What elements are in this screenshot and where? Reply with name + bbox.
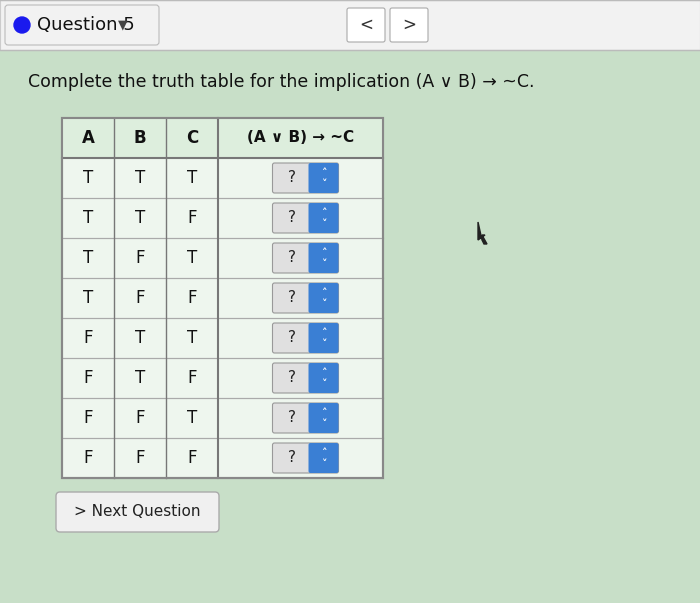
Text: ˅: ˅ [321,178,326,189]
Bar [62,118,383,158]
FancyBboxPatch shape [272,403,339,433]
Bar [62,118,383,478]
Text: T: T [187,409,197,427]
Text: T: T [83,169,93,187]
Text: ?: ? [288,291,295,306]
Text: T: T [83,209,93,227]
FancyBboxPatch shape [309,323,339,353]
FancyBboxPatch shape [309,243,339,273]
Text: F: F [188,449,197,467]
Text: ▼: ▼ [118,19,128,31]
Text: Complete the truth table for the implication (A ∨ B) → ~C.: Complete the truth table for the implica… [28,73,535,91]
FancyBboxPatch shape [347,8,385,42]
Text: ˅: ˅ [321,298,326,309]
Text: ?: ? [288,450,295,466]
Text: Question 5: Question 5 [37,16,134,34]
Text: ˅: ˅ [321,339,326,349]
FancyBboxPatch shape [309,443,339,473]
FancyBboxPatch shape [272,243,339,273]
Text: ˅: ˅ [321,379,326,389]
Polygon shape [478,222,487,244]
Text: T: T [135,209,145,227]
Text: F: F [135,289,145,307]
Text: ?: ? [288,210,295,226]
Text: ˄: ˄ [321,408,326,418]
FancyBboxPatch shape [272,203,339,233]
Text: ?: ? [288,370,295,385]
Text: T: T [187,249,197,267]
Text: ˄: ˄ [321,448,326,458]
Text: F: F [83,369,92,387]
Text: A: A [82,129,94,147]
FancyBboxPatch shape [272,283,339,313]
Text: ?: ? [288,250,295,265]
Text: F: F [83,409,92,427]
Text: F: F [135,409,145,427]
Text: T: T [83,289,93,307]
Text: ˄: ˄ [321,168,326,178]
Text: ˄: ˄ [321,328,326,338]
Text: ?: ? [288,171,295,186]
Text: > Next Question: > Next Question [74,505,201,520]
Text: ?: ? [288,411,295,426]
Text: T: T [187,169,197,187]
Text: ˅: ˅ [321,259,326,269]
Text: F: F [135,449,145,467]
Text: ˅: ˅ [321,459,326,469]
Text: T: T [83,249,93,267]
FancyBboxPatch shape [309,363,339,393]
Text: C: C [186,129,198,147]
Text: T: T [187,329,197,347]
Text: B: B [134,129,146,147]
Text: ?: ? [288,330,295,346]
FancyBboxPatch shape [272,323,339,353]
Text: F: F [188,209,197,227]
FancyBboxPatch shape [272,163,339,193]
Text: ˄: ˄ [321,208,326,218]
Bar [62,118,383,478]
Text: <: < [359,16,373,34]
Text: F: F [83,329,92,347]
Text: (A ∨ B) → ~C: (A ∨ B) → ~C [247,130,354,145]
Text: F: F [188,289,197,307]
Text: ˅: ˅ [321,219,326,229]
FancyBboxPatch shape [272,363,339,393]
Text: F: F [188,369,197,387]
FancyBboxPatch shape [309,283,339,313]
Text: ˄: ˄ [321,288,326,298]
Text: >: > [402,16,416,34]
FancyBboxPatch shape [309,163,339,193]
Text: T: T [135,369,145,387]
Text: ˅: ˅ [321,418,326,429]
FancyBboxPatch shape [272,443,339,473]
FancyBboxPatch shape [390,8,428,42]
FancyBboxPatch shape [56,492,219,532]
Text: F: F [135,249,145,267]
Circle shape [14,17,30,33]
FancyBboxPatch shape [309,203,339,233]
Text: ˄: ˄ [321,248,326,258]
Bar [0,0,700,50]
Text: F: F [83,449,92,467]
Text: ˄: ˄ [321,368,326,378]
FancyBboxPatch shape [309,403,339,433]
Text: T: T [135,169,145,187]
Text: T: T [135,329,145,347]
